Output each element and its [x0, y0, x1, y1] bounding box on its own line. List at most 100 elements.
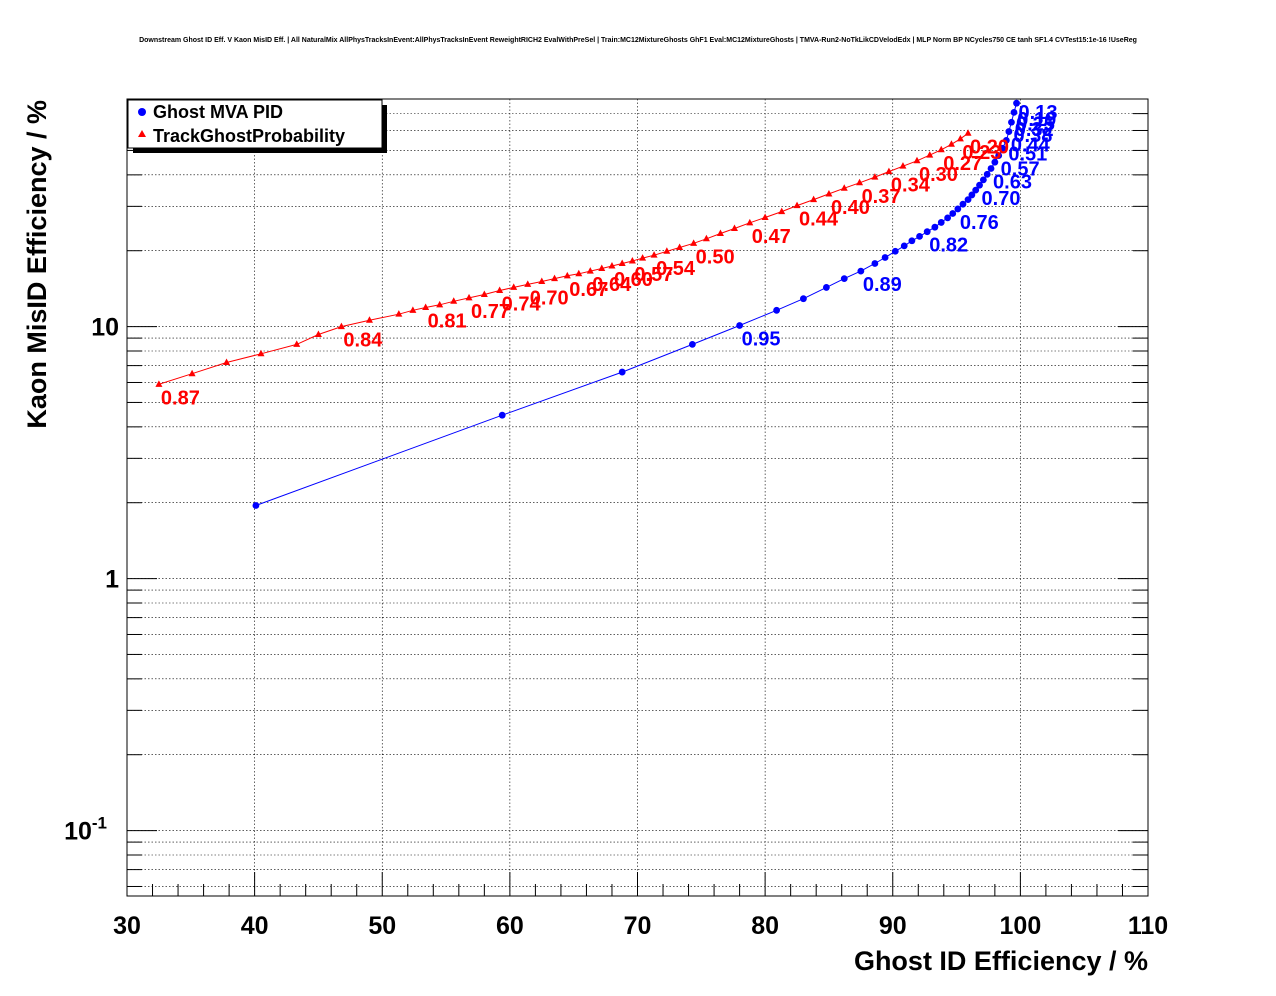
data-point	[954, 205, 962, 213]
data-point	[1005, 128, 1013, 135]
data-point	[409, 306, 417, 313]
point-label: 0.37	[862, 186, 901, 208]
data-point	[436, 300, 444, 308]
data-point	[891, 247, 899, 255]
point-label: 0.19	[1017, 109, 1056, 131]
data-point	[937, 219, 945, 226]
point-label: 0.57	[1001, 159, 1040, 181]
point-label: 0.77	[471, 301, 510, 323]
data-point	[947, 140, 955, 147]
data-point	[257, 349, 265, 357]
data-point	[899, 162, 907, 169]
point-label: 0.44	[799, 209, 839, 231]
data-point	[995, 152, 1003, 159]
data-point	[293, 340, 301, 347]
data-point	[618, 259, 626, 266]
x-tick-label: 90	[879, 912, 907, 940]
series	[155, 99, 1020, 509]
data-point	[314, 330, 322, 338]
point-label: 0.51	[1008, 143, 1047, 165]
data-point	[926, 151, 934, 158]
point-label: 0.64	[592, 274, 632, 296]
data-point	[857, 267, 865, 275]
x-tick-label: 70	[624, 912, 652, 940]
point-label: 0.60	[614, 269, 653, 291]
data-point	[422, 303, 430, 311]
point-label: 0.67	[569, 279, 608, 301]
x-tick-label: 80	[751, 912, 779, 940]
data-point	[964, 196, 972, 204]
point-label: 0.30	[919, 164, 958, 186]
legend-marker-track-ghost-prob	[138, 130, 146, 137]
data-point	[856, 178, 864, 186]
point-label: 0.81	[428, 311, 467, 333]
x-tick-label: 40	[241, 912, 269, 940]
data-point	[840, 184, 848, 191]
data-point	[155, 380, 163, 387]
data-point	[688, 340, 696, 348]
data-point	[650, 251, 658, 258]
data-point	[968, 191, 976, 199]
data-point	[1010, 108, 1018, 116]
legend-box	[127, 99, 383, 149]
point-label: 0.13	[1019, 102, 1058, 124]
data-point	[690, 239, 698, 246]
data-point	[959, 200, 967, 208]
data-point	[937, 145, 945, 153]
point-label: 0.74	[502, 294, 542, 316]
data-point	[736, 322, 743, 329]
data-point	[524, 280, 532, 287]
point-label: 0.87	[161, 387, 200, 409]
data-point	[987, 165, 995, 172]
data-point	[608, 261, 616, 269]
data-point	[510, 283, 518, 290]
point-label: 0.38	[1013, 125, 1052, 147]
data-point	[923, 228, 931, 236]
legend-label-track-ghost-prob: TrackGhostProbability	[153, 126, 345, 146]
data-point	[949, 210, 957, 217]
data-point	[931, 223, 939, 231]
data-point	[964, 129, 972, 136]
data-point	[480, 290, 488, 298]
x-tick-label: 50	[368, 912, 396, 940]
data-point	[365, 316, 373, 323]
data-point	[618, 368, 626, 376]
data-point	[761, 213, 769, 220]
data-point	[778, 207, 786, 215]
point-label: 0.89	[863, 274, 902, 296]
data-point	[746, 218, 754, 226]
x-tick-label: 110	[1128, 912, 1168, 940]
point-label: 0.54	[656, 258, 696, 280]
data-point	[983, 170, 991, 178]
data-point	[628, 257, 636, 264]
chart-title: Downstream Ghost ID Eff. V Kaon MisID Ef…	[139, 37, 1137, 44]
data-point	[999, 144, 1006, 152]
x-axis-title: Ghost ID Efficiency / %	[854, 946, 1148, 976]
data-point	[450, 297, 458, 304]
series-line-1	[158, 132, 969, 385]
data-point	[702, 234, 710, 242]
point-label: 0.84	[343, 330, 383, 352]
data-point	[944, 214, 952, 222]
point-label: 0.23	[962, 142, 1001, 164]
point-label: 0.27	[943, 153, 982, 175]
point-label: 0.63	[993, 171, 1032, 193]
data-point	[575, 269, 583, 277]
data-point	[825, 189, 833, 197]
data-point	[586, 267, 594, 274]
x-tick-label: 100	[1000, 912, 1042, 940]
y-tick-label: 10-1	[64, 814, 107, 846]
data-point	[337, 322, 345, 330]
data-point	[188, 369, 196, 377]
data-point	[1002, 137, 1010, 144]
data-point	[639, 254, 647, 261]
data-point	[498, 411, 506, 419]
data-point	[598, 264, 606, 272]
data-point	[252, 502, 260, 509]
data-point	[223, 358, 231, 366]
data-point	[972, 186, 980, 194]
data-point	[538, 277, 546, 284]
data-point	[496, 286, 504, 294]
